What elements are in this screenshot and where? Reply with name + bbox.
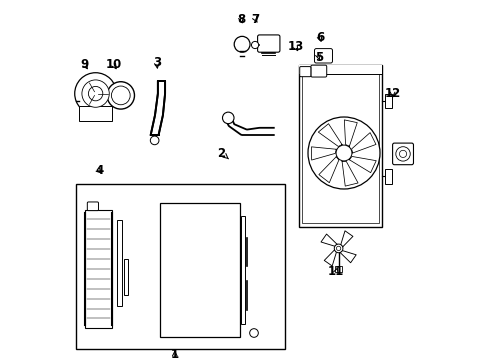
Polygon shape — [319, 157, 339, 183]
Circle shape — [336, 145, 352, 161]
Bar — [302, 68, 379, 223]
Circle shape — [250, 329, 258, 337]
Circle shape — [337, 246, 341, 251]
Bar — [386, 94, 392, 108]
Polygon shape — [342, 161, 358, 186]
Polygon shape — [349, 157, 376, 173]
Circle shape — [74, 73, 117, 114]
Polygon shape — [352, 132, 376, 153]
FancyBboxPatch shape — [300, 67, 311, 77]
Polygon shape — [324, 250, 337, 266]
Polygon shape — [341, 231, 353, 247]
Circle shape — [222, 112, 234, 123]
Text: 9: 9 — [81, 58, 89, 71]
Text: 1: 1 — [171, 348, 179, 360]
Polygon shape — [344, 120, 357, 146]
Circle shape — [111, 86, 130, 105]
Text: 11: 11 — [328, 265, 344, 278]
Text: 8: 8 — [237, 13, 245, 26]
Circle shape — [107, 82, 134, 109]
FancyBboxPatch shape — [258, 35, 280, 52]
Bar — [241, 216, 245, 324]
Bar — [123, 259, 128, 295]
Bar — [335, 266, 342, 272]
Polygon shape — [225, 117, 274, 135]
Bar — [299, 65, 382, 227]
Text: 6: 6 — [316, 31, 324, 44]
FancyBboxPatch shape — [87, 202, 98, 211]
Text: 5: 5 — [315, 51, 323, 64]
Polygon shape — [318, 124, 342, 147]
FancyBboxPatch shape — [315, 49, 333, 63]
Bar — [160, 203, 240, 337]
Text: 2: 2 — [218, 147, 228, 159]
Circle shape — [150, 136, 159, 145]
Text: 4: 4 — [95, 165, 103, 177]
Circle shape — [396, 147, 410, 161]
Bar — [299, 65, 382, 74]
Polygon shape — [321, 234, 337, 246]
Text: 7: 7 — [252, 13, 260, 26]
Text: 10: 10 — [105, 58, 122, 71]
FancyBboxPatch shape — [392, 143, 414, 165]
Text: 12: 12 — [385, 87, 401, 100]
Circle shape — [88, 86, 103, 101]
Text: 3: 3 — [153, 57, 161, 69]
Bar — [85, 210, 112, 328]
Bar — [76, 184, 285, 349]
Circle shape — [399, 150, 407, 158]
Bar — [117, 220, 122, 306]
Circle shape — [334, 244, 343, 253]
Polygon shape — [312, 147, 336, 160]
Circle shape — [251, 41, 259, 49]
Bar — [79, 106, 112, 121]
Polygon shape — [340, 251, 356, 263]
Text: 13: 13 — [287, 40, 303, 53]
Polygon shape — [151, 81, 165, 135]
Bar — [386, 169, 392, 184]
FancyBboxPatch shape — [311, 65, 327, 77]
Circle shape — [82, 80, 109, 107]
Circle shape — [308, 117, 380, 189]
Circle shape — [234, 36, 250, 52]
